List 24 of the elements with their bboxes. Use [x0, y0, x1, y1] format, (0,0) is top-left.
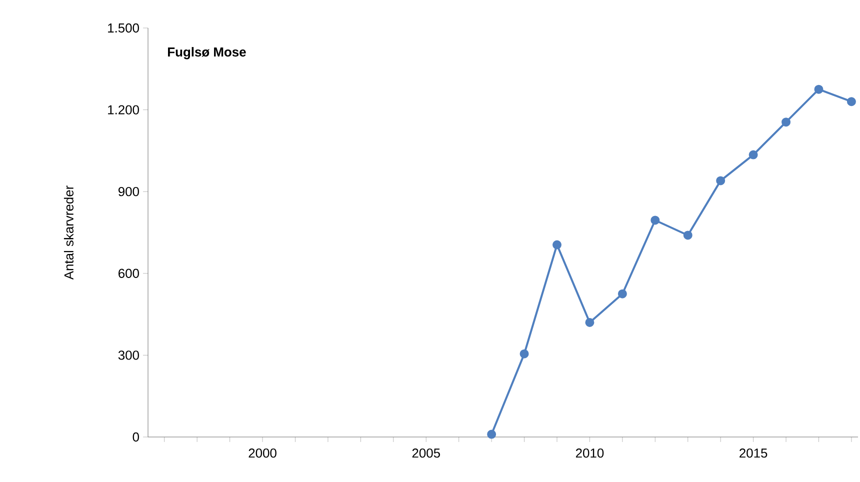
point	[782, 118, 791, 127]
x-tick-label: 2010	[576, 448, 604, 458]
y-tick-label: 900	[118, 187, 139, 196]
point	[748, 150, 758, 160]
point	[520, 349, 529, 358]
point	[585, 318, 594, 327]
y-axis-title: Antal skarvreder	[64, 186, 74, 280]
y-tick-label: 1.200	[108, 105, 139, 114]
point	[650, 216, 660, 225]
x-tick-label: 2005	[412, 448, 440, 458]
x-tick-label: 2015	[740, 448, 768, 458]
point	[552, 240, 562, 250]
point	[814, 84, 824, 94]
text: Fuglsø Mose	[168, 47, 246, 60]
y-tick-label: 600	[118, 268, 139, 278]
point	[846, 97, 856, 106]
y-tick-label: 0	[132, 432, 139, 442]
point	[716, 176, 726, 186]
x-tick-label: 2000	[248, 448, 276, 458]
point	[683, 230, 692, 240]
point	[618, 289, 627, 298]
y-tick-label: 300	[118, 350, 139, 360]
point	[487, 430, 496, 439]
y-tick-label: 1.500	[108, 23, 139, 33]
